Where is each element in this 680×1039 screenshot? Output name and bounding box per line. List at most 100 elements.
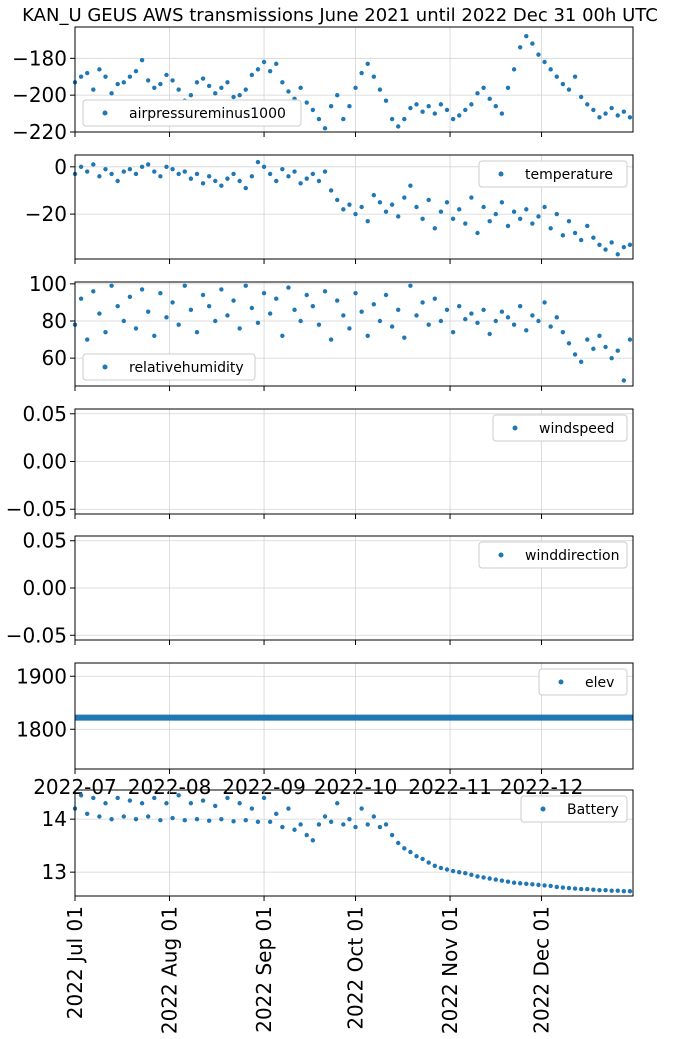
data-point-relativehumidity [499,309,505,314]
data-point-temperature [511,209,517,214]
legend-label: temperature [525,167,613,183]
y-tick-label: 0 [54,155,67,179]
data-point-temperature [481,204,486,210]
data-point-airpressureminus1000 [542,59,547,65]
data-point-temperature [475,230,480,236]
data-point-temperature [103,166,108,172]
legend-label: Battery [567,802,619,818]
data-point-airpressureminus1000 [322,126,328,131]
axes-frame [74,535,634,641]
data-point-temperature [542,204,547,210]
x-tick-label-date: 2022 Sep 01 [252,906,276,1033]
data-point-airpressureminus1000 [591,107,596,113]
legend-marker [540,806,546,812]
data-point-relativehumidity [335,298,340,303]
data-point-airpressureminus1000 [402,116,407,122]
legend-marker [498,171,504,177]
data-point-Battery [188,801,194,806]
data-point-temperature [627,242,633,248]
x-tick-label-date: 2022 Dec 01 [530,906,554,1034]
data-point-relativehumidity [517,303,523,309]
y-tick-label: 1900 [16,664,67,688]
data-point-temperature [249,174,255,179]
data-point-Battery [139,801,145,806]
data-point-Battery [621,889,627,894]
data-point-relativehumidity [328,337,334,342]
data-point-airpressureminus1000 [463,107,468,113]
data-point-Battery [237,801,242,806]
data-point-temperature [145,162,151,167]
data-point-temperature [188,176,194,181]
data-point-relativehumidity [243,283,248,288]
data-point-temperature [219,183,224,188]
data-point-temperature [463,221,468,226]
data-point-relativehumidity [109,283,114,288]
data-point-airpressureminus1000 [511,67,517,72]
data-point-temperature [133,171,139,177]
data-point-temperature [408,183,413,188]
data-point-airpressureminus1000 [566,87,572,92]
data-point-Battery [627,889,633,894]
data-point-relativehumidity [566,341,572,346]
data-point-relativehumidity [219,287,224,292]
data-point-relativehumidity [304,292,309,298]
data-point-Battery [115,795,120,801]
y-tick-label: −0.05 [6,623,67,647]
data-point-temperature [182,169,187,174]
data-point-airpressureminus1000 [341,116,346,122]
figure-title: KAN_U GEUS AWS transmissions June 2021 u… [22,5,658,26]
data-point-temperature [286,174,291,179]
data-point-temperature [621,244,627,250]
data-point-airpressureminus1000 [127,74,133,79]
data-point-airpressureminus1000 [365,61,370,67]
data-point-relativehumidity [377,318,383,324]
data-point-Battery [475,874,480,879]
data-point-Battery [280,824,285,830]
data-point-temperature [78,164,84,170]
data-point-relativehumidity [603,344,608,350]
data-point-Battery [517,881,523,886]
data-point-temperature [524,207,529,212]
data-point-Battery [371,814,377,819]
data-point-temperature [170,166,175,172]
y-tick-label: 14 [42,807,67,831]
y-tick-label: −180 [12,46,67,70]
data-point-airpressureminus1000 [475,91,480,96]
data-point-airpressureminus1000 [524,34,529,39]
data-point-temperature [261,164,267,170]
data-point-relativehumidity [237,326,242,331]
data-point-relativehumidity [493,318,498,324]
data-point-temperature [438,209,444,214]
data-point-relativehumidity [200,292,206,298]
data-point-airpressureminus1000 [578,94,584,100]
data-point-airpressureminus1000 [377,87,383,92]
data-point-airpressureminus1000 [530,41,535,46]
legend-label: airpressureminus1000 [129,106,286,122]
y-tick-label: 13 [42,860,67,884]
data-point-Battery [487,876,492,881]
data-point-Battery [444,867,450,872]
data-point-relativehumidity [609,355,614,361]
legend-box [478,541,628,569]
data-point-airpressureminus1000 [389,116,395,122]
y-tick-label: 80 [42,309,67,333]
data-point-Battery [316,822,322,827]
data-point-Battery [249,806,255,811]
data-point-Battery [591,887,596,892]
data-point-relativehumidity [408,283,413,288]
data-point-temperature [572,230,578,236]
legend-label: relativehumidity [129,360,244,376]
data-point-temperature [432,226,438,231]
data-point-temperature [152,169,157,174]
y-tick-label: 0.00 [22,450,67,474]
data-point-temperature [280,166,285,172]
data-point-airpressureminus1000 [414,102,419,107]
data-point-relativehumidity [176,322,181,327]
data-point-airpressureminus1000 [627,115,633,120]
data-point-temperature [176,171,181,177]
data-point-Battery [121,814,126,819]
data-point-relativehumidity [158,290,163,296]
data-point-airpressureminus1000 [353,85,358,90]
data-point-relativehumidity [554,315,559,320]
